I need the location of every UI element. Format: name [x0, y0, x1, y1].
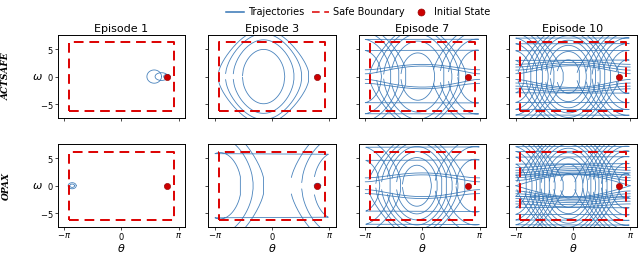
Title: Episode 1: Episode 1: [94, 25, 148, 34]
X-axis label: $\theta$: $\theta$: [117, 242, 125, 254]
Y-axis label: $\omega$: $\omega$: [31, 181, 42, 191]
Text: ACTSAFE: ACTSAFE: [2, 53, 11, 100]
Title: Episode 3: Episode 3: [245, 25, 299, 34]
X-axis label: $\theta$: $\theta$: [569, 242, 577, 254]
Legend: Trajectories, Safe Boundary, Initial State: Trajectories, Safe Boundary, Initial Sta…: [223, 4, 494, 21]
Y-axis label: $\omega$: $\omega$: [31, 72, 42, 82]
X-axis label: $\theta$: $\theta$: [268, 242, 276, 254]
Title: Episode 10: Episode 10: [543, 25, 604, 34]
Title: Episode 7: Episode 7: [396, 25, 449, 34]
X-axis label: $\theta$: $\theta$: [418, 242, 427, 254]
Text: OPAX: OPAX: [2, 172, 11, 200]
